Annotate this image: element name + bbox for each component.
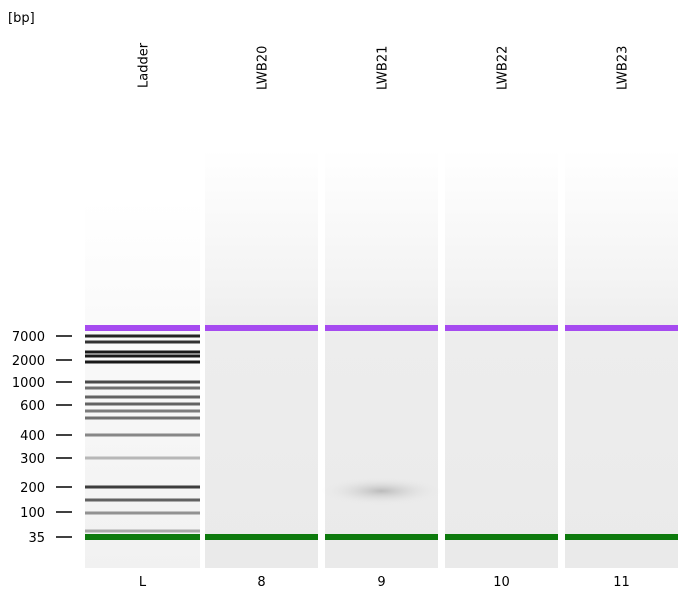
lane-number: 10	[493, 575, 510, 590]
ladder-band	[85, 529, 200, 533]
ladder-band	[85, 456, 200, 460]
upper-marker	[325, 325, 438, 331]
lane: LWB20 8	[205, 46, 318, 590]
lower-marker	[325, 534, 438, 540]
lower-marker	[85, 534, 200, 540]
lane-number: L	[139, 575, 147, 590]
size-tick-label: 1000	[12, 376, 45, 391]
lane-background	[325, 150, 438, 568]
lane-name: LWB22	[496, 46, 511, 90]
size-axis: 7000 2000 1000 600 400 300 200 100 35	[12, 330, 72, 546]
size-tick-label: 2000	[12, 354, 45, 369]
lane-name: LWB20	[256, 46, 271, 90]
lane-background	[565, 150, 678, 568]
ladder-band	[85, 354, 200, 358]
upper-marker	[445, 325, 558, 331]
size-tick-label: 35	[28, 531, 45, 546]
lanes: Ladder L LWB20 8 LWB21 9 LWB22 10 LWB23 11	[85, 42, 678, 590]
lane-number: 9	[377, 575, 385, 590]
ladder-band	[85, 409, 200, 413]
lane-name: Ladder	[137, 42, 152, 88]
lane-name: LWB21	[376, 46, 391, 90]
lane-background	[85, 200, 200, 568]
upper-marker	[205, 325, 318, 331]
sample-smear	[321, 477, 442, 505]
lane: LWB22 10	[445, 46, 558, 590]
lane: LWB21 9	[321, 46, 442, 590]
ladder-band	[85, 334, 200, 338]
size-tick-label: 200	[20, 481, 45, 496]
ladder-band	[85, 402, 200, 406]
size-tick-label: 7000	[12, 330, 45, 345]
lane-background	[205, 150, 318, 568]
lane-number: 8	[257, 575, 265, 590]
size-tick-label: 400	[20, 429, 45, 444]
lower-marker	[205, 534, 318, 540]
lane-number: 11	[613, 575, 630, 590]
upper-marker	[565, 325, 678, 331]
ladder-band	[85, 395, 200, 399]
ladder-band	[85, 511, 200, 515]
lower-marker	[565, 534, 678, 540]
size-tick-label: 600	[20, 399, 45, 414]
lane: Ladder L	[85, 42, 200, 590]
ladder-band	[85, 380, 200, 384]
ladder-band	[85, 360, 200, 364]
size-tick-label: 300	[20, 452, 45, 467]
ladder-band	[85, 416, 200, 420]
lane-name: LWB23	[616, 46, 631, 90]
lane: LWB23 11	[565, 46, 678, 590]
ladder-band	[85, 340, 200, 344]
ladder-band	[85, 350, 200, 354]
ladder-band	[85, 485, 200, 489]
lane-background	[445, 150, 558, 568]
lower-marker	[445, 534, 558, 540]
size-tick-label: 100	[20, 506, 45, 521]
ladder-band	[85, 433, 200, 437]
axis-unit: [bp]	[8, 11, 35, 26]
ladder-band	[85, 386, 200, 390]
upper-marker	[85, 325, 200, 331]
ladder-band	[85, 498, 200, 502]
